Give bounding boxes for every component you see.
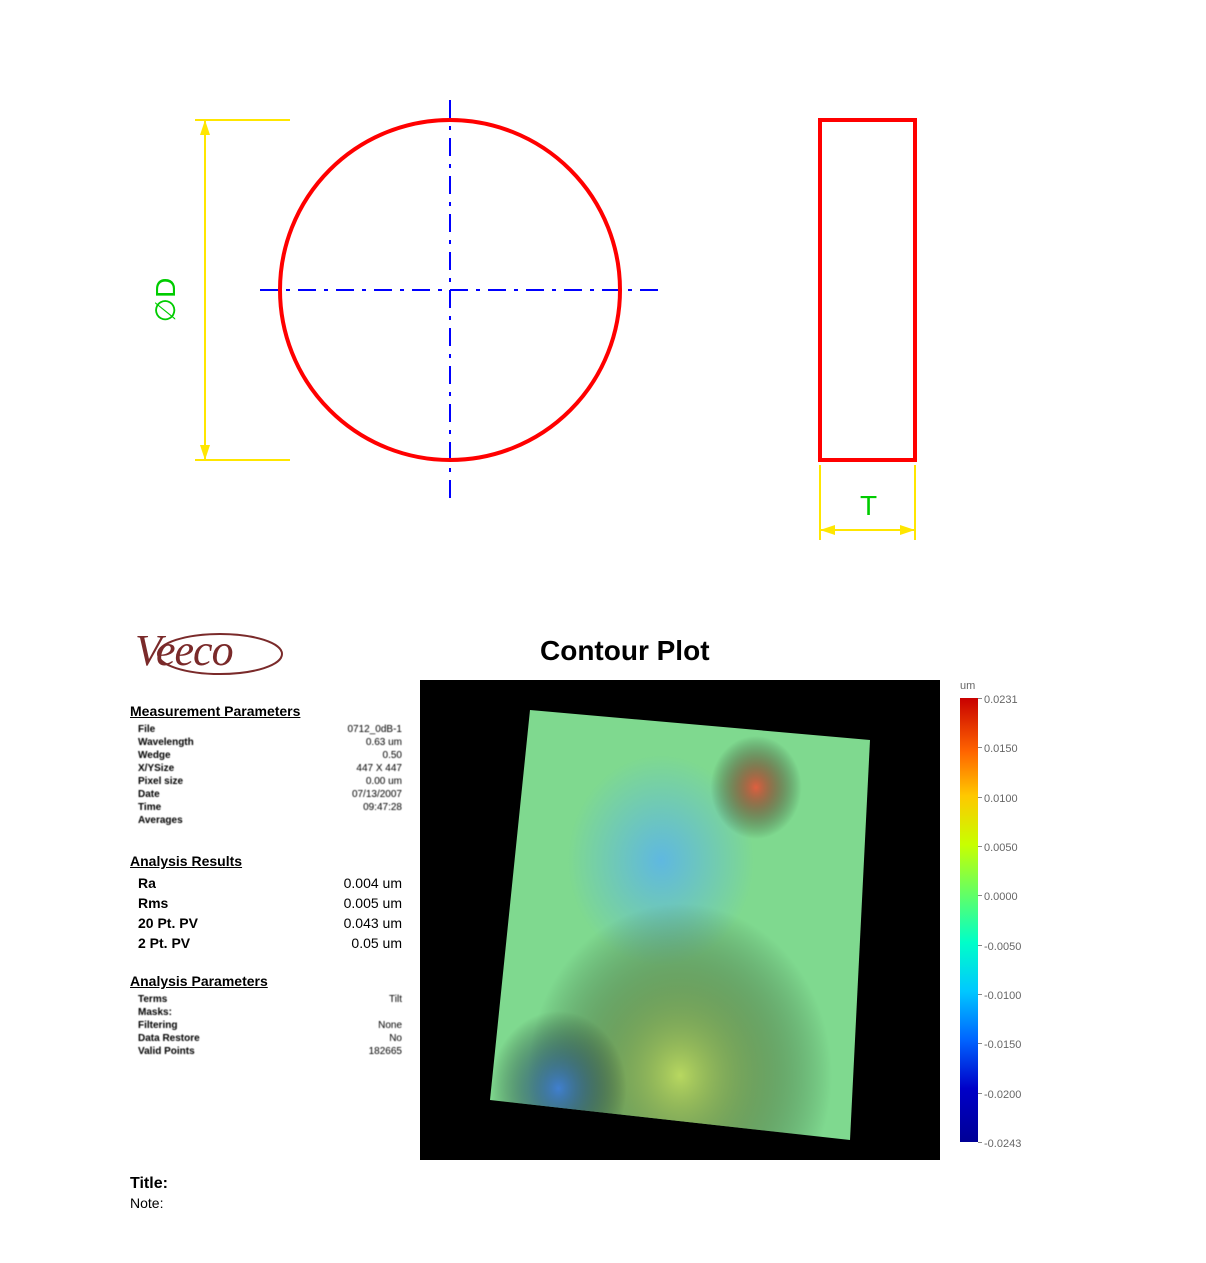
measurement-parameters: Measurement Parameters File0712_0dB-1Wav…: [130, 695, 410, 827]
param-row: Masks:: [130, 1006, 410, 1019]
colorbar-tick: -0.0243: [984, 1138, 1021, 1150]
analysis-parameters: Analysis Parameters TermsTiltMasks:Filte…: [130, 965, 410, 1058]
footer-labels: Title: Note:: [130, 1175, 168, 1213]
label-thickness: T: [860, 490, 877, 521]
colorbar: um 0.02310.01500.01000.00500.0000-0.0: [960, 680, 1070, 1160]
measurement-title: Measurement Parameters: [130, 703, 410, 719]
colorbar-tick: 0.0050: [984, 842, 1018, 854]
analysis-params-title: Analysis Parameters: [130, 973, 410, 989]
veeco-report: Veeco Contour Plot Measurement Parameter…: [120, 620, 1090, 1220]
contour-plot-title: Contour Plot: [540, 635, 710, 667]
param-row: Time09:47:28: [130, 801, 410, 814]
analysis-results: Analysis Results Ra0.004 umRms0.005 um20…: [130, 845, 410, 953]
param-row: Rms0.005 um: [130, 893, 410, 913]
param-row: TermsTilt: [130, 993, 410, 1006]
colorbar-tick: 0.0231: [984, 694, 1018, 706]
param-row: X/YSize447 X 447: [130, 762, 410, 775]
param-row: Wavelength0.63 um: [130, 736, 410, 749]
param-row: 20 Pt. PV0.043 um: [130, 913, 410, 933]
diagram-svg: ∅D T: [100, 100, 1100, 550]
param-row: Ra0.004 um: [130, 873, 410, 893]
param-row: Averages: [130, 814, 410, 827]
param-row: Date07/13/2007: [130, 788, 410, 801]
colorbar-gradient: [960, 698, 978, 1142]
engineering-diagram: ∅D T: [100, 100, 1100, 550]
param-row: Data RestoreNo: [130, 1032, 410, 1045]
colorbar-tick: -0.0050: [984, 941, 1021, 953]
veeco-logo: Veeco: [125, 625, 285, 682]
colorbar-tick: -0.0100: [984, 990, 1021, 1002]
colorbar-tick: -0.0200: [984, 1089, 1021, 1101]
param-row: Pixel size0.00 um: [130, 775, 410, 788]
analysis-title: Analysis Results: [130, 853, 410, 869]
param-row: Valid Points182665: [130, 1045, 410, 1058]
heatmap-overlay-blue: [490, 710, 870, 1140]
colorbar-tick: -0.0150: [984, 1039, 1021, 1051]
footer-title: Title:: [130, 1175, 168, 1193]
heatmap-plot: [420, 680, 940, 1160]
footer-note: Note:: [130, 1195, 168, 1211]
param-row: File0712_0dB-1: [130, 723, 410, 736]
colorbar-unit: um: [960, 680, 975, 692]
colorbar-tick: 0.0000: [984, 891, 1018, 903]
param-row: FilteringNone: [130, 1019, 410, 1032]
colorbar-tick: 0.0100: [984, 793, 1018, 805]
logo-text: Veeco: [135, 625, 233, 676]
param-row: Wedge0.50: [130, 749, 410, 762]
colorbar-tick: 0.0150: [984, 743, 1018, 755]
side-rect: [820, 120, 915, 460]
label-diameter: ∅D: [150, 278, 181, 323]
param-row: 2 Pt. PV0.05 um: [130, 933, 410, 953]
